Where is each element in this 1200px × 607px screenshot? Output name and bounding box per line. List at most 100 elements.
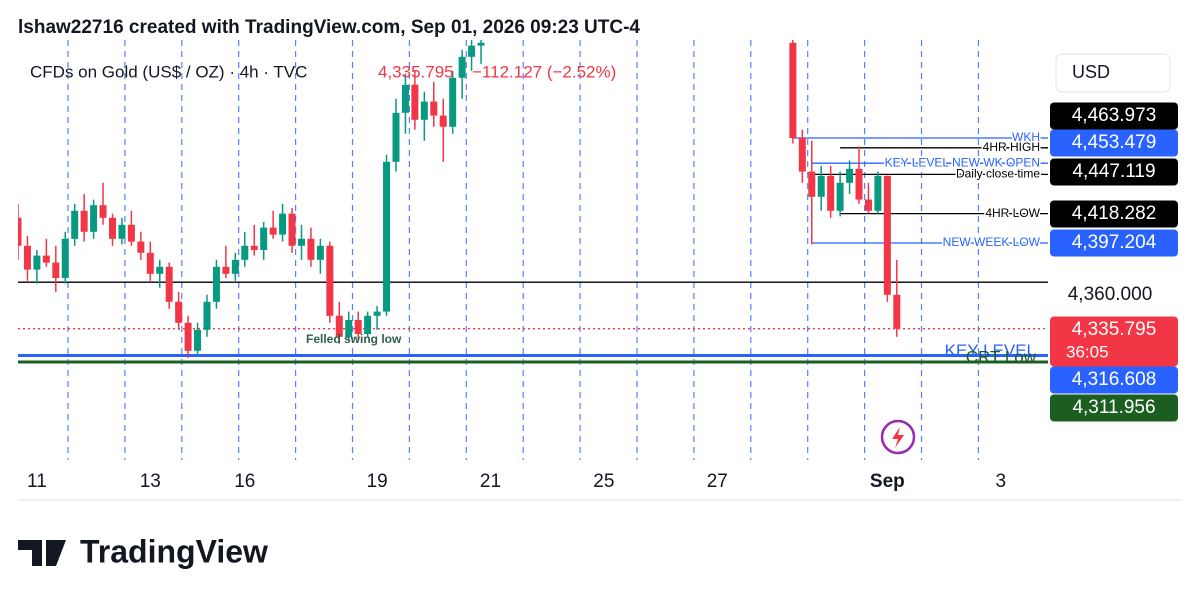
x-tick-label: 3 [995,471,1006,492]
candle-body [874,175,882,211]
logo-mark [18,540,66,566]
price-label: 4,335.795 [1072,319,1157,340]
currency: USD [1072,62,1110,82]
candle-body [231,259,239,274]
candle-body [250,245,258,250]
candle-body [430,101,438,116]
candle-body [279,213,287,235]
plot [18,40,1048,460]
candle-body [23,245,31,270]
price-label: 4,397.204 [1072,232,1157,253]
candle-body [118,224,126,239]
price-label-box [1050,316,1178,367]
candle-body [33,255,41,270]
candle-body [184,322,192,351]
price-label: 4,311.956 [1072,397,1155,418]
price-label: 4,447.119 [1072,161,1155,182]
price-label-box [1050,129,1178,157]
level-label: CRT Low [966,348,1037,367]
candle-body [354,320,362,334]
candle-body [345,320,353,337]
candle-body [212,266,220,302]
candle-body [108,217,116,239]
candle-body [80,210,88,232]
candle-body [893,294,901,329]
x-tick-label: Sep [870,471,905,492]
candle-body [392,112,400,162]
candle-body [458,56,466,78]
candle-body [335,315,343,337]
logo: TradingView [18,533,268,569]
price-label-box [1050,200,1178,228]
candle-body [855,168,863,200]
candle-body [798,138,806,172]
candle-body [99,205,107,218]
candle-body [827,175,835,211]
candle-body [808,171,816,197]
candle-body [420,101,428,120]
candle-body [373,311,381,316]
level-label: NEW WEEK LOW [943,235,1041,249]
countdown: 36:05 [1066,342,1109,361]
candle-body [316,245,324,260]
candle-body [137,241,145,253]
candle-body [175,301,183,323]
candle-body [297,238,305,246]
x-tick-label: 16 [234,471,255,492]
level-label: 4HR LOW [985,206,1040,220]
candle-body [439,115,447,127]
candle-body [864,199,872,211]
price-label-box [1050,102,1178,130]
candle-body [61,238,69,278]
candle-body [71,210,79,239]
candle-body [269,227,277,235]
candle-body [383,161,391,312]
header: lshaw22716 created with TradingView.com,… [18,17,640,38]
candle-body [789,42,797,138]
candle-body [836,182,844,211]
x-tick-label: 21 [480,471,501,492]
candle-body [883,175,891,295]
currency-box [1055,53,1171,93]
candle-body [42,255,50,263]
candle-body [817,175,825,197]
title: CFDs on Gold (US$ / OZ) · 4h · TVC [30,62,307,81]
candle-body [401,84,409,113]
price-label: 4,418.282 [1072,203,1157,224]
level-label: Daily close time [956,167,1040,181]
candle-body [468,45,476,57]
candle-body [449,77,457,127]
price-label-box [1050,366,1178,394]
x-tick-label: 11 [27,471,47,492]
candle-body [288,213,296,246]
price-label-box [1050,394,1178,422]
candle-body [846,168,854,183]
candle-body [203,301,211,330]
y-tick-label: 4,360.000 [1068,284,1153,305]
price-label: 4,453.479 [1072,132,1157,153]
candle-body [90,205,98,232]
candle-body [326,245,334,316]
level-label: WKH [1012,130,1040,144]
price-label: 4,463.973 [1072,105,1157,126]
level-label: KEY LEVEL [945,341,1036,360]
change: −112.127 (−2.52%) [472,62,616,81]
candle-body [222,266,230,274]
candle-body [411,84,419,120]
alert-bolt [892,427,904,448]
candle-body [52,262,60,278]
candle-body [307,238,315,260]
logo-text: TradingView [80,533,268,569]
candle-body [156,266,164,274]
price-label-box [1050,229,1178,257]
candle-body [260,227,268,250]
x-tick-label: 25 [593,471,614,492]
level-label: 4HR HIGH [983,140,1040,154]
candle-body [241,245,249,260]
candle-body [477,42,485,46]
x-tick-label: 27 [707,471,728,492]
level-label: KEY LEVEL NEW WK OPEN [885,155,1040,169]
candle-body [146,252,154,274]
